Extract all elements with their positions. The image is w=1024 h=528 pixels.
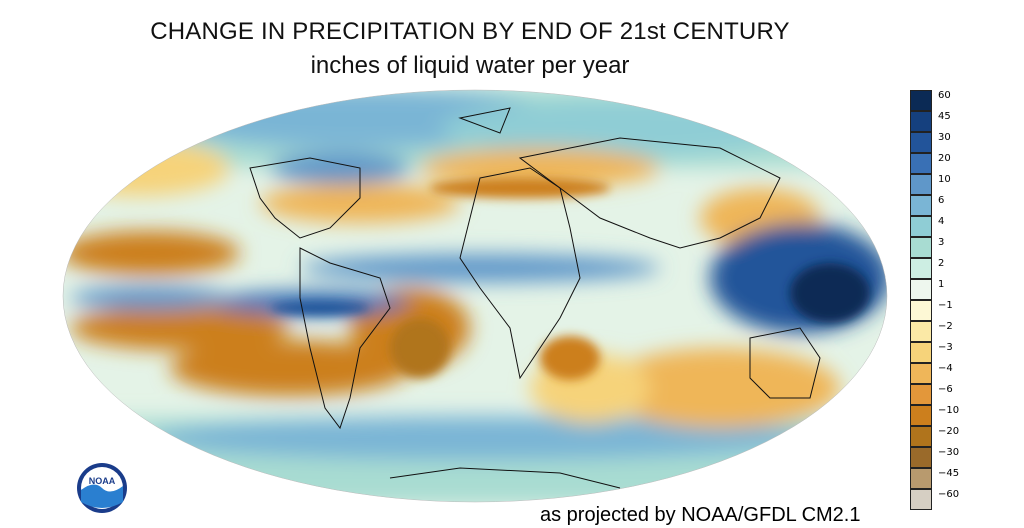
legend-label: 3 <box>938 237 945 248</box>
legend-label: 30 <box>938 132 951 143</box>
legend-swatch <box>910 426 932 447</box>
legend-swatch <box>910 300 932 321</box>
legend-swatch <box>910 195 932 216</box>
legend-swatch <box>910 342 932 363</box>
legend-label: −20 <box>938 426 960 437</box>
legend-label: 2 <box>938 258 945 269</box>
legend-swatch <box>910 237 932 258</box>
legend-label: −30 <box>938 447 960 458</box>
legend-swatch <box>910 258 932 279</box>
legend-swatch <box>910 321 932 342</box>
legend-swatch <box>910 489 932 510</box>
legend-swatch <box>910 468 932 489</box>
map-subtitle: inches of liquid water per year <box>310 52 630 79</box>
legend-label: −60 <box>938 489 960 500</box>
continent-outlines <box>249 107 821 489</box>
precipitation-map <box>62 89 888 503</box>
legend-label: −6 <box>938 384 953 395</box>
legend-swatch <box>910 405 932 426</box>
legend-swatch <box>910 111 932 132</box>
legend-swatch <box>910 132 932 153</box>
legend-label: −3 <box>938 342 953 353</box>
legend-label: −10 <box>938 405 960 416</box>
legend-label: 1 <box>938 279 945 290</box>
legend-swatch <box>910 447 932 468</box>
legend-swatch <box>910 384 932 405</box>
globe-field <box>63 90 887 502</box>
legend-swatch <box>910 153 932 174</box>
noaa-logo: NOAA <box>77 463 127 513</box>
legend-label: 10 <box>938 174 951 185</box>
legend-label: −2 <box>938 321 953 332</box>
legend-label: 20 <box>938 153 951 164</box>
legend-label: −4 <box>938 363 953 374</box>
legend-label: −45 <box>938 468 960 479</box>
legend-label: 4 <box>938 216 945 227</box>
legend-swatch <box>910 90 932 111</box>
legend-label: 45 <box>938 111 951 122</box>
legend-swatch <box>910 216 932 237</box>
legend-swatch <box>910 363 932 384</box>
legend-label: 60 <box>938 90 951 101</box>
legend-swatch <box>910 279 932 300</box>
svg-text:NOAA: NOAA <box>89 476 116 486</box>
legend-label: 6 <box>938 195 945 206</box>
map-title: CHANGE IN PRECIPITATION BY END OF 21st C… <box>150 18 790 45</box>
color-legend: 60 45 30 20 10 6 4 3 2 1 −1 −2 −3 −4 −6 −10 −20 −30 −45 −60 <box>910 90 1020 512</box>
credit-text: as projected by NOAA/GFDL CM2.1 <box>540 504 861 526</box>
legend-swatch <box>910 174 932 195</box>
legend-label: −1 <box>938 300 953 311</box>
